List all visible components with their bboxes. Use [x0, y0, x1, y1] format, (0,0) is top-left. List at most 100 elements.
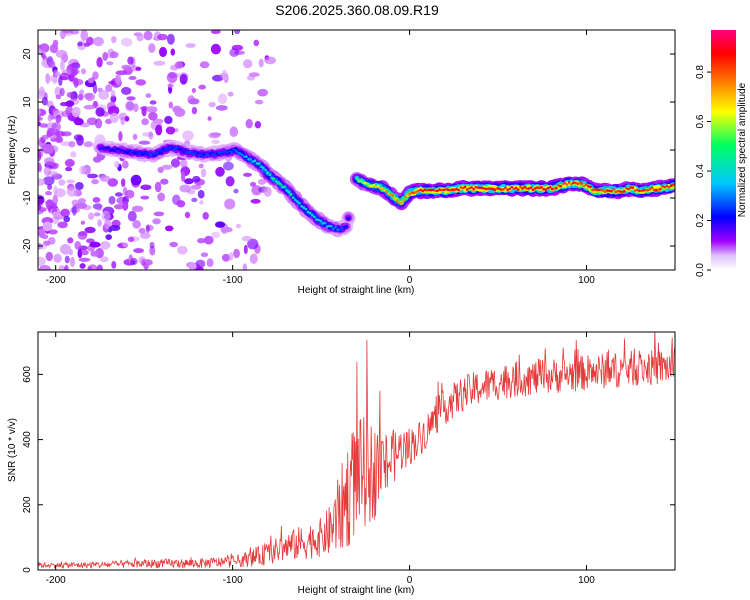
ridge-point — [164, 147, 168, 151]
noise-blob — [174, 61, 184, 69]
noise-blob — [93, 36, 104, 47]
ridge-point — [187, 150, 191, 154]
noise-blob — [77, 41, 83, 47]
noise-blob — [179, 73, 188, 85]
noise-blob — [234, 30, 241, 35]
noise-blob — [121, 178, 126, 188]
ridge-point — [546, 186, 550, 190]
noise-blob — [124, 100, 135, 112]
noise-blob — [53, 253, 62, 263]
ridge-point — [404, 195, 408, 199]
noise-blob — [249, 253, 258, 264]
y-tick-label: 20 — [22, 48, 33, 60]
noise-blob — [41, 96, 48, 106]
ridge-point — [230, 150, 233, 154]
noise-blob — [130, 257, 138, 265]
noise-blob — [96, 264, 103, 270]
ridge-point — [217, 151, 221, 155]
noise-blob — [93, 212, 101, 217]
noise-blob — [200, 168, 207, 178]
noise-blob — [247, 238, 259, 250]
ridge-point — [427, 188, 431, 192]
ridge-point — [633, 189, 637, 192]
noise-blob — [191, 197, 198, 203]
noise-blob — [64, 158, 75, 168]
ridge-point — [621, 190, 624, 194]
ridge-point — [659, 187, 662, 191]
noise-blob — [39, 123, 48, 128]
ridge-point — [100, 146, 104, 150]
noise-blob — [169, 241, 179, 248]
ridge-point — [572, 181, 575, 184]
noise-blob — [170, 48, 176, 56]
ridge-point — [274, 180, 278, 183]
ridge-point — [194, 151, 197, 154]
ridge-point — [559, 185, 562, 188]
ridge-point — [578, 181, 582, 185]
noise-blob — [105, 84, 113, 92]
noise-blob — [73, 77, 79, 88]
noise-blob — [114, 160, 120, 169]
noise-blob — [146, 106, 158, 113]
noise-blob — [80, 220, 86, 225]
noise-blob — [192, 175, 201, 183]
noise-blob — [89, 241, 101, 248]
noise-blob — [64, 255, 70, 264]
noise-blob — [233, 188, 239, 194]
ridge-point — [328, 224, 331, 228]
ridge-point — [495, 187, 499, 190]
ridge-point — [257, 162, 261, 165]
noise-blob — [92, 71, 99, 80]
ridge-point — [497, 187, 501, 190]
snr-y-ticks: 0 200 400 600 — [22, 366, 675, 573]
noise-blob — [118, 131, 123, 142]
noise-blob — [63, 215, 70, 223]
noise-blob — [38, 178, 45, 186]
noise-blob — [109, 225, 121, 231]
noise-blob — [185, 43, 196, 48]
ridge-point — [296, 200, 299, 203]
ridge-point — [629, 186, 633, 189]
ridge-point — [141, 153, 144, 156]
spectrogram-y-ticks: -20 -10 0 10 20 — [22, 48, 675, 253]
x-tick-label: -100 — [223, 275, 243, 286]
ridge-point — [143, 151, 146, 154]
noise-blob — [235, 223, 242, 229]
noise-blob — [45, 191, 52, 196]
ridge-point — [510, 185, 514, 189]
ridge-point — [525, 187, 528, 190]
ridge-point — [151, 152, 155, 156]
ridge-point — [567, 181, 571, 184]
noise-blob — [248, 72, 260, 77]
ridge-point — [381, 186, 384, 190]
noise-blob — [88, 212, 95, 220]
noise-blob — [215, 221, 226, 228]
ridge-point — [283, 185, 287, 189]
ridge-point — [279, 182, 282, 186]
ridge-point — [398, 200, 401, 204]
noise-blob — [159, 46, 167, 58]
ridge-point — [113, 149, 117, 153]
noise-blob — [254, 99, 264, 105]
ridge-point — [213, 153, 216, 157]
noise-blob — [79, 263, 86, 269]
noise-blob — [38, 86, 45, 97]
ridge-point — [109, 149, 112, 152]
noise-blob — [44, 157, 55, 166]
ridge-point — [451, 188, 454, 191]
ridge-point — [319, 219, 323, 223]
ridge-point — [529, 186, 533, 189]
noise-blob — [53, 110, 65, 119]
noise-blob — [243, 172, 252, 177]
noise-blob — [245, 118, 253, 129]
noise-blob — [148, 43, 156, 53]
noise-blob — [148, 111, 158, 121]
ridge-point — [652, 188, 656, 192]
noise-blob — [128, 76, 137, 80]
ridge-point — [281, 185, 284, 189]
ridge-point — [669, 184, 673, 187]
ridge-point — [516, 188, 520, 191]
ridge-point — [570, 183, 573, 186]
ridge-point — [291, 196, 295, 200]
